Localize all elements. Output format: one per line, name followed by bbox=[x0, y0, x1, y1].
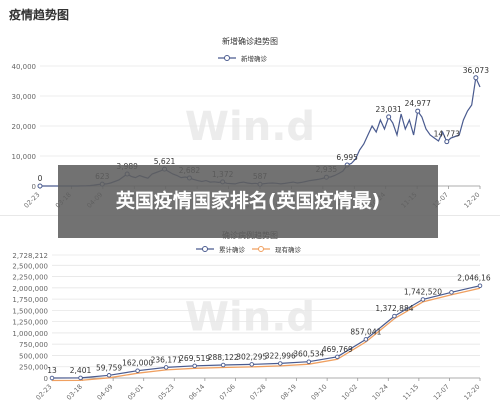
y-tick-label: 0 bbox=[32, 183, 36, 191]
legend-active-marker bbox=[258, 246, 264, 252]
data-point-marker bbox=[249, 362, 254, 367]
y-tick-label: 40,000 bbox=[12, 63, 37, 71]
data-label: 14,773 bbox=[434, 130, 460, 139]
y-tick-label: 10,000 bbox=[12, 153, 37, 161]
y-tick-label: 500,000 bbox=[19, 352, 48, 360]
x-tick-label: 03-18 bbox=[65, 383, 84, 402]
watermark-text: Win.d bbox=[185, 104, 315, 150]
data-label: 288,122 bbox=[208, 353, 239, 362]
y-tick-label: 1,000,000 bbox=[12, 330, 48, 338]
data-label: 23,031 bbox=[376, 105, 402, 114]
x-tick-label: 08-19 bbox=[279, 383, 298, 402]
data-point-marker bbox=[477, 283, 483, 288]
y-tick-label: 2,728,212 bbox=[12, 252, 48, 260]
data-point-marker bbox=[49, 375, 55, 381]
y-tick-label: 30,000 bbox=[12, 93, 37, 101]
data-point-marker bbox=[335, 354, 340, 360]
data-point-marker bbox=[449, 290, 454, 295]
data-label: 59,759 bbox=[96, 363, 122, 372]
y-tick-label: 1,500,000 bbox=[12, 307, 48, 315]
data-label: 857,041 bbox=[350, 327, 381, 336]
data-label: 236,171 bbox=[151, 355, 182, 364]
data-label: 0 bbox=[38, 174, 43, 183]
data-label: 13 bbox=[47, 366, 57, 375]
data-label: 5,621 bbox=[154, 157, 176, 166]
legend-new-cases-label: 新增确诊 bbox=[241, 54, 268, 63]
x-tick-label: 12-20 bbox=[462, 383, 481, 402]
data-point-marker bbox=[415, 108, 421, 114]
data-point-marker bbox=[135, 368, 140, 373]
x-tick-label: 07-06 bbox=[218, 383, 237, 402]
data-label: 162,000 bbox=[122, 359, 153, 368]
data-label: 322,996 bbox=[265, 351, 296, 360]
x-tick-label: 04-09 bbox=[96, 383, 115, 402]
y-tick-label: 0 bbox=[44, 375, 48, 383]
data-point-marker bbox=[220, 362, 226, 368]
data-label: 2,401 bbox=[70, 366, 92, 375]
data-point-marker bbox=[392, 313, 397, 319]
y-tick-label: 1,250,000 bbox=[12, 319, 48, 327]
y-tick-label: 2,000,000 bbox=[12, 285, 48, 293]
x-tick-label: 10-24 bbox=[371, 383, 390, 402]
data-point-marker bbox=[306, 359, 312, 364]
data-label: 1,372,884 bbox=[375, 304, 413, 313]
x-tick-label: 07-28 bbox=[248, 383, 267, 402]
data-point-marker bbox=[106, 373, 112, 378]
data-label: 36,073 bbox=[463, 66, 489, 75]
legend-total-marker bbox=[202, 246, 208, 252]
data-label: 360,534 bbox=[293, 350, 324, 359]
y-tick-label: 20,000 bbox=[12, 123, 37, 131]
data-label: 24,977 bbox=[405, 99, 431, 108]
total-cases-chart-panel: 确诊病例趋势图Win.d0250,000500,000750,0001,000,… bbox=[0, 218, 500, 409]
chart-title: 新增确诊趋势图 bbox=[222, 36, 278, 46]
data-label: 469,769 bbox=[322, 345, 353, 354]
data-label: 6,995 bbox=[336, 153, 358, 162]
x-tick-label: 11-15 bbox=[401, 383, 420, 402]
legend-active-label: 现有确诊 bbox=[275, 245, 302, 254]
data-point-marker bbox=[37, 183, 43, 189]
data-label: 269,519 bbox=[179, 354, 210, 363]
data-point-marker bbox=[163, 365, 169, 370]
data-label: 2,046,16 bbox=[457, 274, 491, 283]
data-point-marker bbox=[192, 363, 197, 369]
series-line-total bbox=[51, 285, 481, 379]
x-tick-label: 12-07 bbox=[432, 383, 451, 402]
data-point-marker bbox=[473, 75, 479, 81]
overlay-title-text: 英国疫情国家排名(英国疫情最) bbox=[115, 190, 381, 212]
x-tick-label: 02-23 bbox=[22, 191, 41, 210]
data-point-marker bbox=[420, 297, 426, 302]
x-tick-label: 05-23 bbox=[157, 383, 176, 402]
watermark-text: Win.d bbox=[185, 295, 315, 341]
y-tick-label: 1,750,000 bbox=[12, 296, 48, 304]
y-tick-label: 2,250,000 bbox=[12, 274, 48, 282]
y-tick-label: 2,500,000 bbox=[12, 262, 48, 270]
x-tick-label: 02-23 bbox=[34, 383, 53, 402]
data-point-marker bbox=[78, 375, 83, 381]
x-tick-label: 05-01 bbox=[126, 383, 145, 402]
x-tick-label: 10-02 bbox=[340, 383, 359, 402]
x-tick-label: 06-14 bbox=[187, 383, 206, 402]
page-title: 疫情趋势图 bbox=[9, 8, 70, 22]
title-overlay-banner: 英国疫情国家排名(英国疫情最) bbox=[58, 165, 438, 238]
series-line-active bbox=[51, 287, 481, 382]
data-point-marker bbox=[444, 139, 450, 145]
data-label: 1,742,520 bbox=[404, 287, 442, 296]
data-label: 302,295 bbox=[236, 352, 267, 361]
x-tick-label: 09-10 bbox=[310, 383, 329, 402]
total-cases-chart: 确诊病例趋势图Win.d0250,000500,000750,0001,000,… bbox=[12, 230, 491, 402]
data-point-marker bbox=[386, 114, 392, 120]
data-point-marker bbox=[278, 361, 283, 366]
legend-total-label: 累计确诊 bbox=[219, 245, 246, 254]
legend-new-cases-marker bbox=[224, 55, 230, 61]
x-tick-label: 12-20 bbox=[462, 191, 481, 210]
y-tick-label: 250,000 bbox=[19, 364, 48, 372]
data-point-marker bbox=[363, 337, 369, 342]
y-tick-label: 750,000 bbox=[19, 341, 48, 349]
